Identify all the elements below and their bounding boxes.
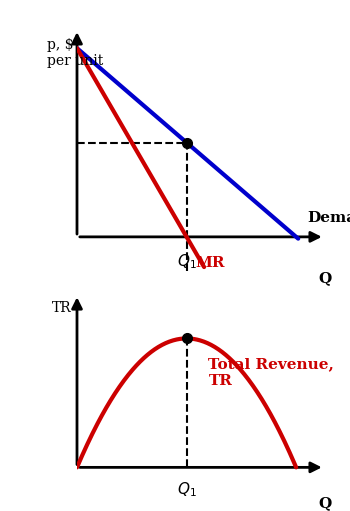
Text: $Q_1$: $Q_1$ [177, 252, 196, 271]
Text: $Q_1$: $Q_1$ [177, 480, 196, 499]
Text: Q: Q [318, 496, 331, 509]
Text: Q: Q [318, 271, 331, 285]
Text: TR: TR [52, 301, 71, 315]
Text: Total Revenue,
TR: Total Revenue, TR [209, 357, 334, 387]
Text: Demand: Demand [307, 211, 350, 225]
Text: p, $
per unit: p, $ per unit [47, 38, 103, 68]
Text: MR: MR [195, 256, 225, 270]
